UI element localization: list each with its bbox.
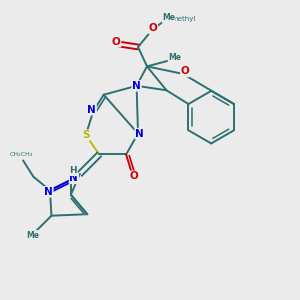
Text: N: N	[87, 105, 96, 115]
Text: O: O	[112, 37, 121, 46]
Text: N: N	[135, 129, 144, 139]
Text: Me: Me	[168, 53, 181, 62]
Text: N: N	[132, 81, 141, 91]
Text: CH₂CH₃: CH₂CH₃	[10, 152, 33, 158]
Text: N: N	[44, 187, 53, 197]
Text: O: O	[129, 171, 138, 181]
Text: methyl: methyl	[172, 16, 196, 22]
Text: O: O	[148, 23, 158, 33]
Text: S: S	[82, 130, 89, 140]
Text: N: N	[70, 173, 78, 183]
Text: Me: Me	[26, 231, 39, 240]
Text: Me: Me	[162, 13, 175, 22]
Text: O: O	[181, 67, 190, 76]
Text: H: H	[69, 167, 77, 176]
